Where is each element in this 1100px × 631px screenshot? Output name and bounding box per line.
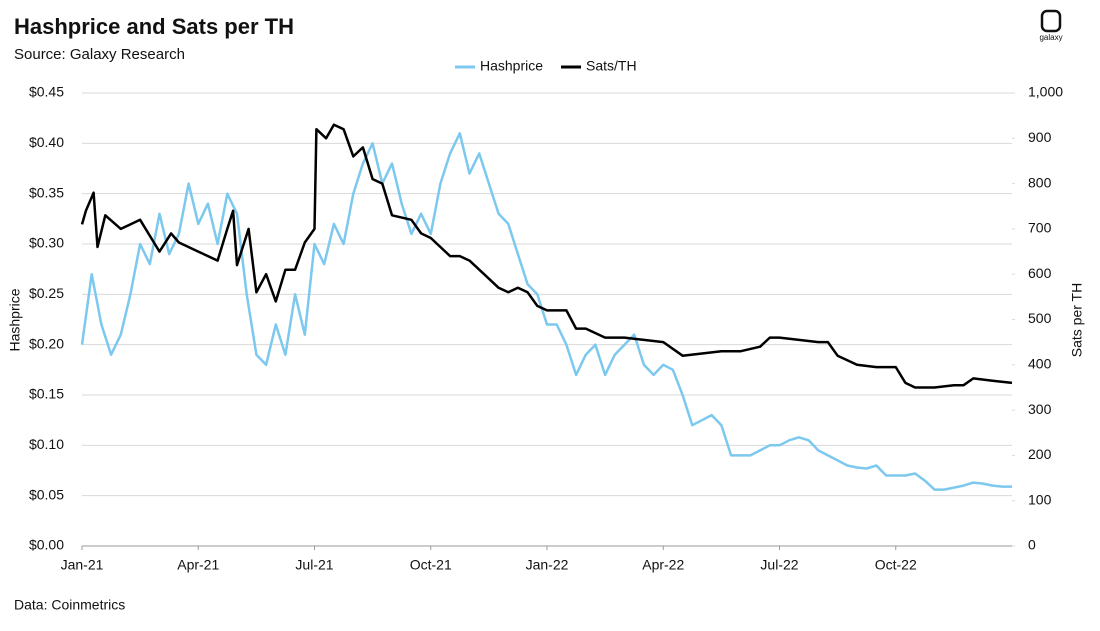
y2-tick-label: 100: [1028, 491, 1052, 507]
y2-tick-label: 600: [1028, 265, 1052, 281]
logo-icon: [1040, 9, 1062, 33]
y-axis-label: Hashprice: [7, 288, 23, 351]
x-tick-label: Apr-22: [642, 557, 684, 573]
y2-axis-label: Sats per TH: [1069, 283, 1085, 357]
y2-tick-label: 0: [1028, 537, 1036, 553]
y2-tick-label: 800: [1028, 174, 1052, 190]
y-tick-label: $0.45: [29, 84, 64, 100]
x-tick-label: Apr-21: [177, 557, 219, 573]
line-series: [80, 123, 1013, 389]
y2-tick-label: 500: [1028, 310, 1052, 326]
y-tick-label: $0.10: [29, 436, 64, 452]
x-tick-label: Oct-21: [410, 557, 452, 573]
y-tick-label: $0.20: [29, 335, 64, 351]
y-tick-label: $0.35: [29, 184, 64, 200]
legend-label: Sats/TH: [586, 58, 637, 74]
y2-tick-label: 900: [1028, 129, 1052, 145]
logo-text: galaxy: [1039, 33, 1062, 42]
y2-tick-label: 200: [1028, 446, 1052, 462]
y-tick-label: $0.25: [29, 285, 64, 301]
x-tick-label: Jul-21: [295, 557, 333, 573]
y-tick-label: $0.40: [29, 134, 64, 150]
chart-title: Hashprice and Sats per TH: [14, 14, 294, 39]
footer: Data: Coinmetrics: [14, 597, 125, 613]
y-tick-label: $0.00: [29, 537, 64, 553]
y2-tick-label: 700: [1028, 220, 1052, 236]
x-tick-label: Jul-22: [760, 557, 798, 573]
y2-tick-label: 300: [1028, 401, 1052, 417]
x-tick-label: Jan-22: [526, 557, 569, 573]
y2-tick-label: 1,000: [1028, 84, 1063, 100]
legend-label: Hashprice: [480, 58, 543, 74]
x-tick-label: Oct-22: [875, 557, 917, 573]
y-tick-label: $0.15: [29, 386, 64, 402]
y-tick-label: $0.05: [29, 486, 64, 502]
y2-tick-label: 400: [1028, 356, 1052, 372]
y-tick-label: $0.30: [29, 235, 64, 251]
chart-subtitle: Source: Galaxy Research: [14, 46, 185, 63]
line-series: [80, 132, 1012, 491]
x-tick-label: Jan-21: [61, 557, 104, 573]
